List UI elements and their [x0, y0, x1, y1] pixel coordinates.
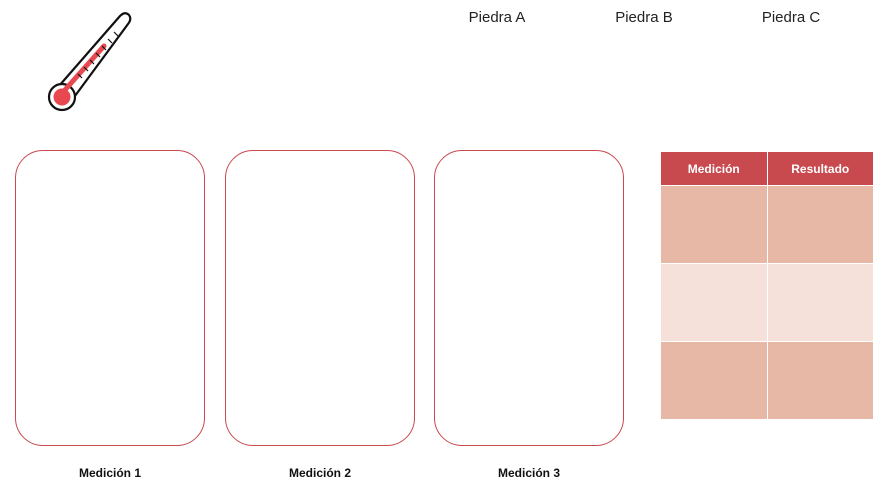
- measurement-cell[interactable]: [661, 263, 768, 342]
- measurement-3-label: Medición 3: [497, 466, 560, 480]
- results-table-header: Medición Resultado: [661, 152, 873, 186]
- measurement-2-label: Medición 2: [288, 466, 351, 480]
- stone-a-label: Piedra A: [468, 9, 526, 26]
- result-column-header: Resultado: [767, 152, 873, 186]
- thermometer-icon: [47, 12, 132, 112]
- measurement-cell[interactable]: [661, 185, 768, 264]
- table-row: [661, 263, 873, 342]
- stone-c-label: Piedra C: [761, 9, 821, 26]
- result-cell[interactable]: [767, 185, 873, 264]
- stone-b-label: Piedra B: [615, 9, 673, 26]
- measurement-1-label: Medición 1: [78, 466, 141, 480]
- measurement-3-card[interactable]: [434, 150, 624, 446]
- results-table: Medición Resultado: [661, 152, 873, 419]
- measurement-cell[interactable]: [661, 341, 768, 419]
- table-row: [661, 185, 873, 264]
- result-cell[interactable]: [767, 263, 873, 342]
- table-row: [661, 341, 873, 419]
- result-cell[interactable]: [767, 341, 873, 419]
- measurement-1-card[interactable]: [15, 150, 205, 446]
- measurement-2-card[interactable]: [225, 150, 415, 446]
- measurement-column-header: Medición: [661, 152, 768, 186]
